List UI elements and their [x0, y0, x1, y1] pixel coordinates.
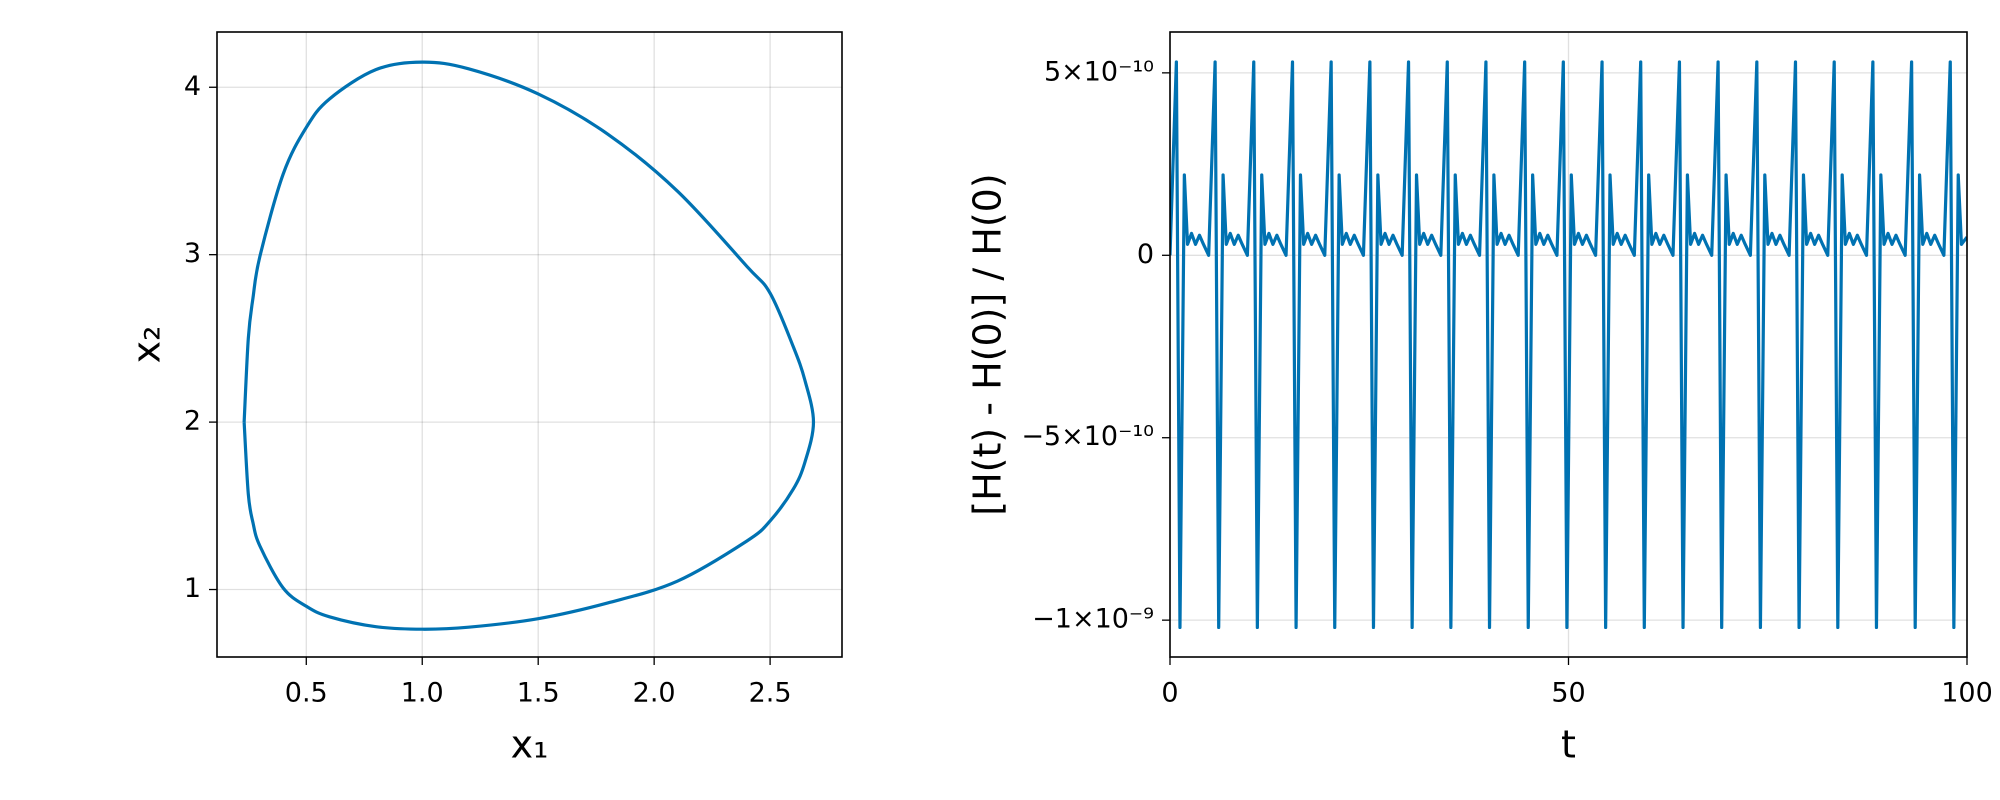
x-tick-label: 2.5: [749, 678, 792, 709]
y-tick-label: −1×10⁻⁹: [1032, 604, 1154, 635]
y-axis-label: x₂: [125, 326, 169, 364]
y-tick-label: 5×10⁻¹⁰: [1044, 56, 1154, 87]
plot-frame: [216, 31, 843, 658]
y-tick-label: 0: [1137, 239, 1154, 270]
plot-frame: [1169, 31, 1968, 658]
x-tick-label: 0: [1161, 678, 1178, 709]
x-axis-label: t: [1561, 723, 1576, 767]
x-tick-label: 100: [1941, 678, 1993, 709]
y-tick-label: −5×10⁻¹⁰: [1021, 421, 1154, 452]
data-line: [242, 60, 816, 631]
x-tick-label: 1.5: [517, 678, 560, 709]
data-line: [1170, 60, 1967, 630]
y-tick-label: 1: [184, 573, 201, 604]
y-tick-label: 4: [184, 71, 201, 102]
x-axis-label: x₁: [511, 723, 549, 767]
x-tick-label: 1.0: [401, 678, 444, 709]
y-tick-label: 3: [184, 238, 201, 269]
x-tick-label: 50: [1551, 678, 1585, 709]
x-tick-label: 2.0: [633, 678, 676, 709]
y-tick-label: 2: [184, 406, 201, 437]
y-axis-label: [H(t) - H(0)] / H(0): [966, 173, 1010, 515]
x-tick-label: 0.5: [285, 678, 328, 709]
